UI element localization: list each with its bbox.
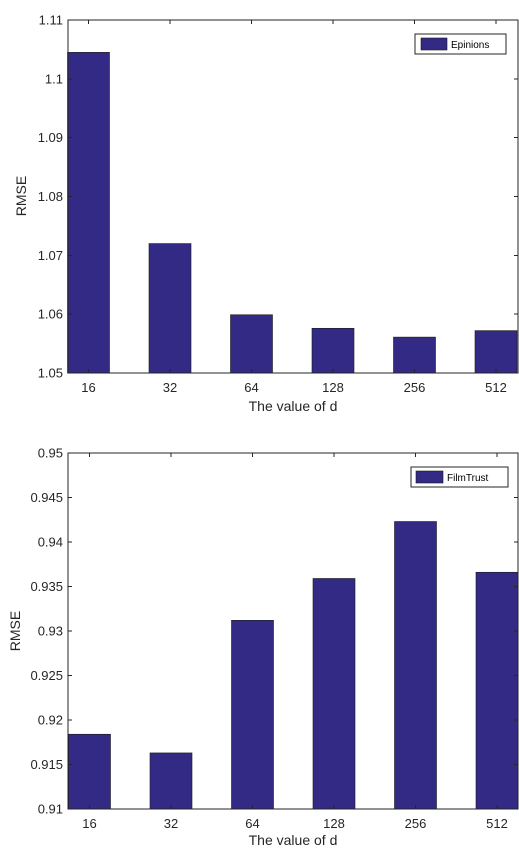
bar-16 [68,733,111,810]
legend-label-epinions: Epinions [451,40,489,51]
y-tick-label: 1.05 [38,366,63,381]
legend-swatch [420,37,448,51]
x-tick-label: 512 [485,380,507,395]
y-tick-label: 0.915 [30,757,63,772]
y-tick-label: 0.92 [38,713,63,728]
epinions-chart: 16 32 64 128 256 512 1.05 1.06 1.07 1.08 1.09 1.1 1.… [13,13,519,414]
x-tick-label: 64 [244,380,258,395]
x-axis-label: The value of d [249,832,338,848]
x-tick-label: 128 [323,816,345,831]
y-tick-label: 0.94 [38,535,63,550]
legend-label-filmtrust: FilmTrust [447,473,489,484]
plot-frame [67,452,519,810]
legend-swatch [415,470,444,484]
y-tick-label: 1.11 [39,13,63,28]
bar-128 [312,578,356,810]
y-tick-label: 0.93 [38,624,63,639]
x-tick-label: 32 [164,816,178,831]
y-tick-label: 1.1 [45,71,63,86]
y-axis-label: RMSE [7,611,23,651]
bar-64 [230,314,273,374]
x-axis-label: The value of d [249,398,338,414]
x-tick-label: 256 [405,816,427,831]
y-tick-label: 1.06 [38,307,63,322]
x-tick-label: 32 [163,380,177,395]
y-tick-label: 1.09 [38,130,63,145]
plot-frame [67,19,519,374]
filmtrust-chart: 16 32 64 128 256 512 0.91 0.915 0.92 0.925 0.93 0.9… [7,446,519,848]
bar-32 [148,243,192,374]
tick-layer: 16 32 64 128 256 512 0.91 0.915 0.92 0.925 0.93 0.9… [30,446,518,831]
bar-512 [474,330,518,374]
legend: Epinions [414,33,507,55]
bar-32 [149,752,193,810]
x-tick-label: 128 [322,380,344,395]
bars-layer [67,52,518,374]
x-tick-label: 64 [245,816,259,831]
bar-256 [393,336,436,374]
bar-256 [394,521,437,810]
bar-16 [67,52,110,374]
y-tick-label: 0.95 [38,446,63,461]
y-tick-label: 0.925 [30,668,63,683]
bar-512 [475,571,519,810]
x-tick-label: 16 [82,816,96,831]
y-tick-label: 0.945 [30,490,63,505]
bars-layer [68,521,519,810]
bar-64 [231,620,274,810]
y-tick-label: 0.935 [30,579,63,594]
y-tick-label: 0.91 [38,802,63,817]
legend: FilmTrust [410,466,509,488]
bar-128 [311,327,355,374]
y-axis-label: RMSE [13,176,29,216]
x-tick-label: 256 [404,380,426,395]
x-tick-label: 16 [81,380,95,395]
x-tick-label: 512 [486,816,508,831]
y-tick-label: 1.08 [38,189,63,204]
y-tick-label: 1.07 [38,248,63,263]
